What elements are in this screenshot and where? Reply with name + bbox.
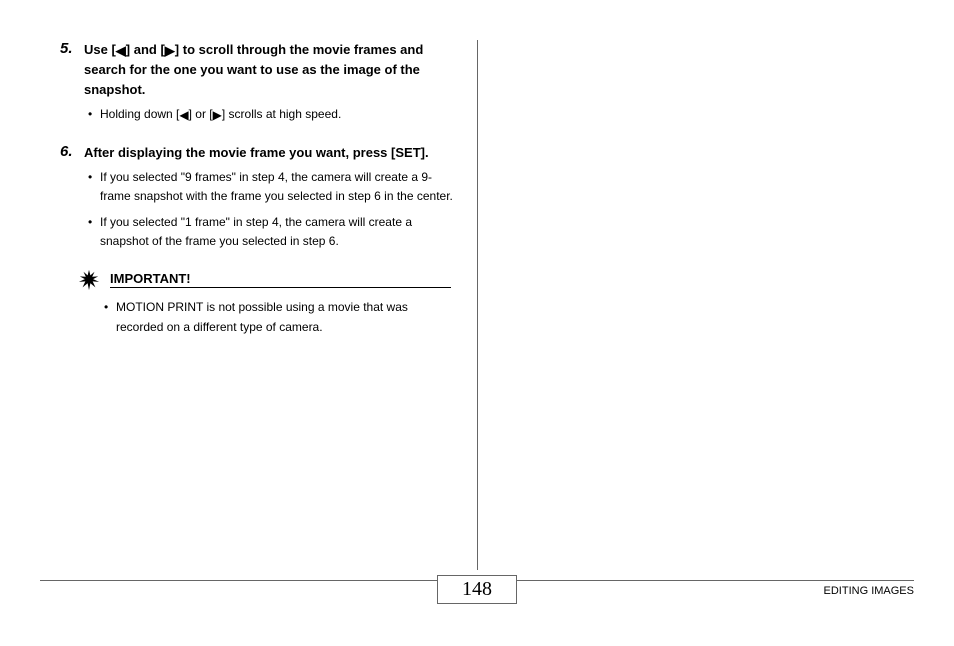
right-column [477, 40, 914, 570]
bullet-item: MOTION PRINT is not possible using a mov… [104, 297, 457, 338]
left-column: 5. Use [◀] and [▶] to scroll through the… [40, 40, 477, 570]
triangle-left-icon: ◀ [116, 41, 126, 61]
step-6: 6. After displaying the movie frame you … [60, 143, 457, 251]
important-label: IMPORTANT! [110, 271, 451, 288]
important-block: IMPORTANT! MOTION PRINT is not possible … [78, 269, 457, 338]
bullet-item: If you selected "1 frame" in step 4, the… [88, 213, 457, 251]
step-bullets: If you selected "9 frames" in step 4, th… [60, 168, 457, 251]
step-bullets: Holding down [◀] or [▶] scrolls at high … [60, 105, 457, 124]
triangle-left-icon: ◀ [179, 106, 188, 125]
triangle-right-icon: ▶ [165, 41, 175, 61]
bullet-item: Holding down [◀] or [▶] scrolls at high … [88, 105, 457, 124]
burst-icon [78, 269, 100, 291]
page-footer: 148 EDITING IMAGES [40, 580, 914, 621]
important-bullets: MOTION PRINT is not possible using a mov… [78, 297, 457, 338]
page-body: 5. Use [◀] and [▶] to scroll through the… [40, 40, 914, 570]
triangle-right-icon: ▶ [213, 106, 222, 125]
step-5: 5. Use [◀] and [▶] to scroll through the… [60, 40, 457, 125]
important-header: IMPORTANT! [78, 269, 457, 291]
footer-content: 148 EDITING IMAGES [40, 591, 914, 621]
bullet-item: If you selected "9 frames" in step 4, th… [88, 168, 457, 206]
step-number: 6. [60, 143, 78, 160]
page-number: 148 [437, 575, 517, 604]
step-title: After displaying the movie frame you wan… [84, 143, 429, 163]
step-header: 6. After displaying the movie frame you … [60, 143, 457, 163]
step-number: 5. [60, 40, 78, 57]
section-label: EDITING IMAGES [824, 585, 914, 597]
step-header: 5. Use [◀] and [▶] to scroll through the… [60, 40, 457, 99]
step-title: Use [◀] and [▶] to scroll through the mo… [84, 40, 457, 99]
